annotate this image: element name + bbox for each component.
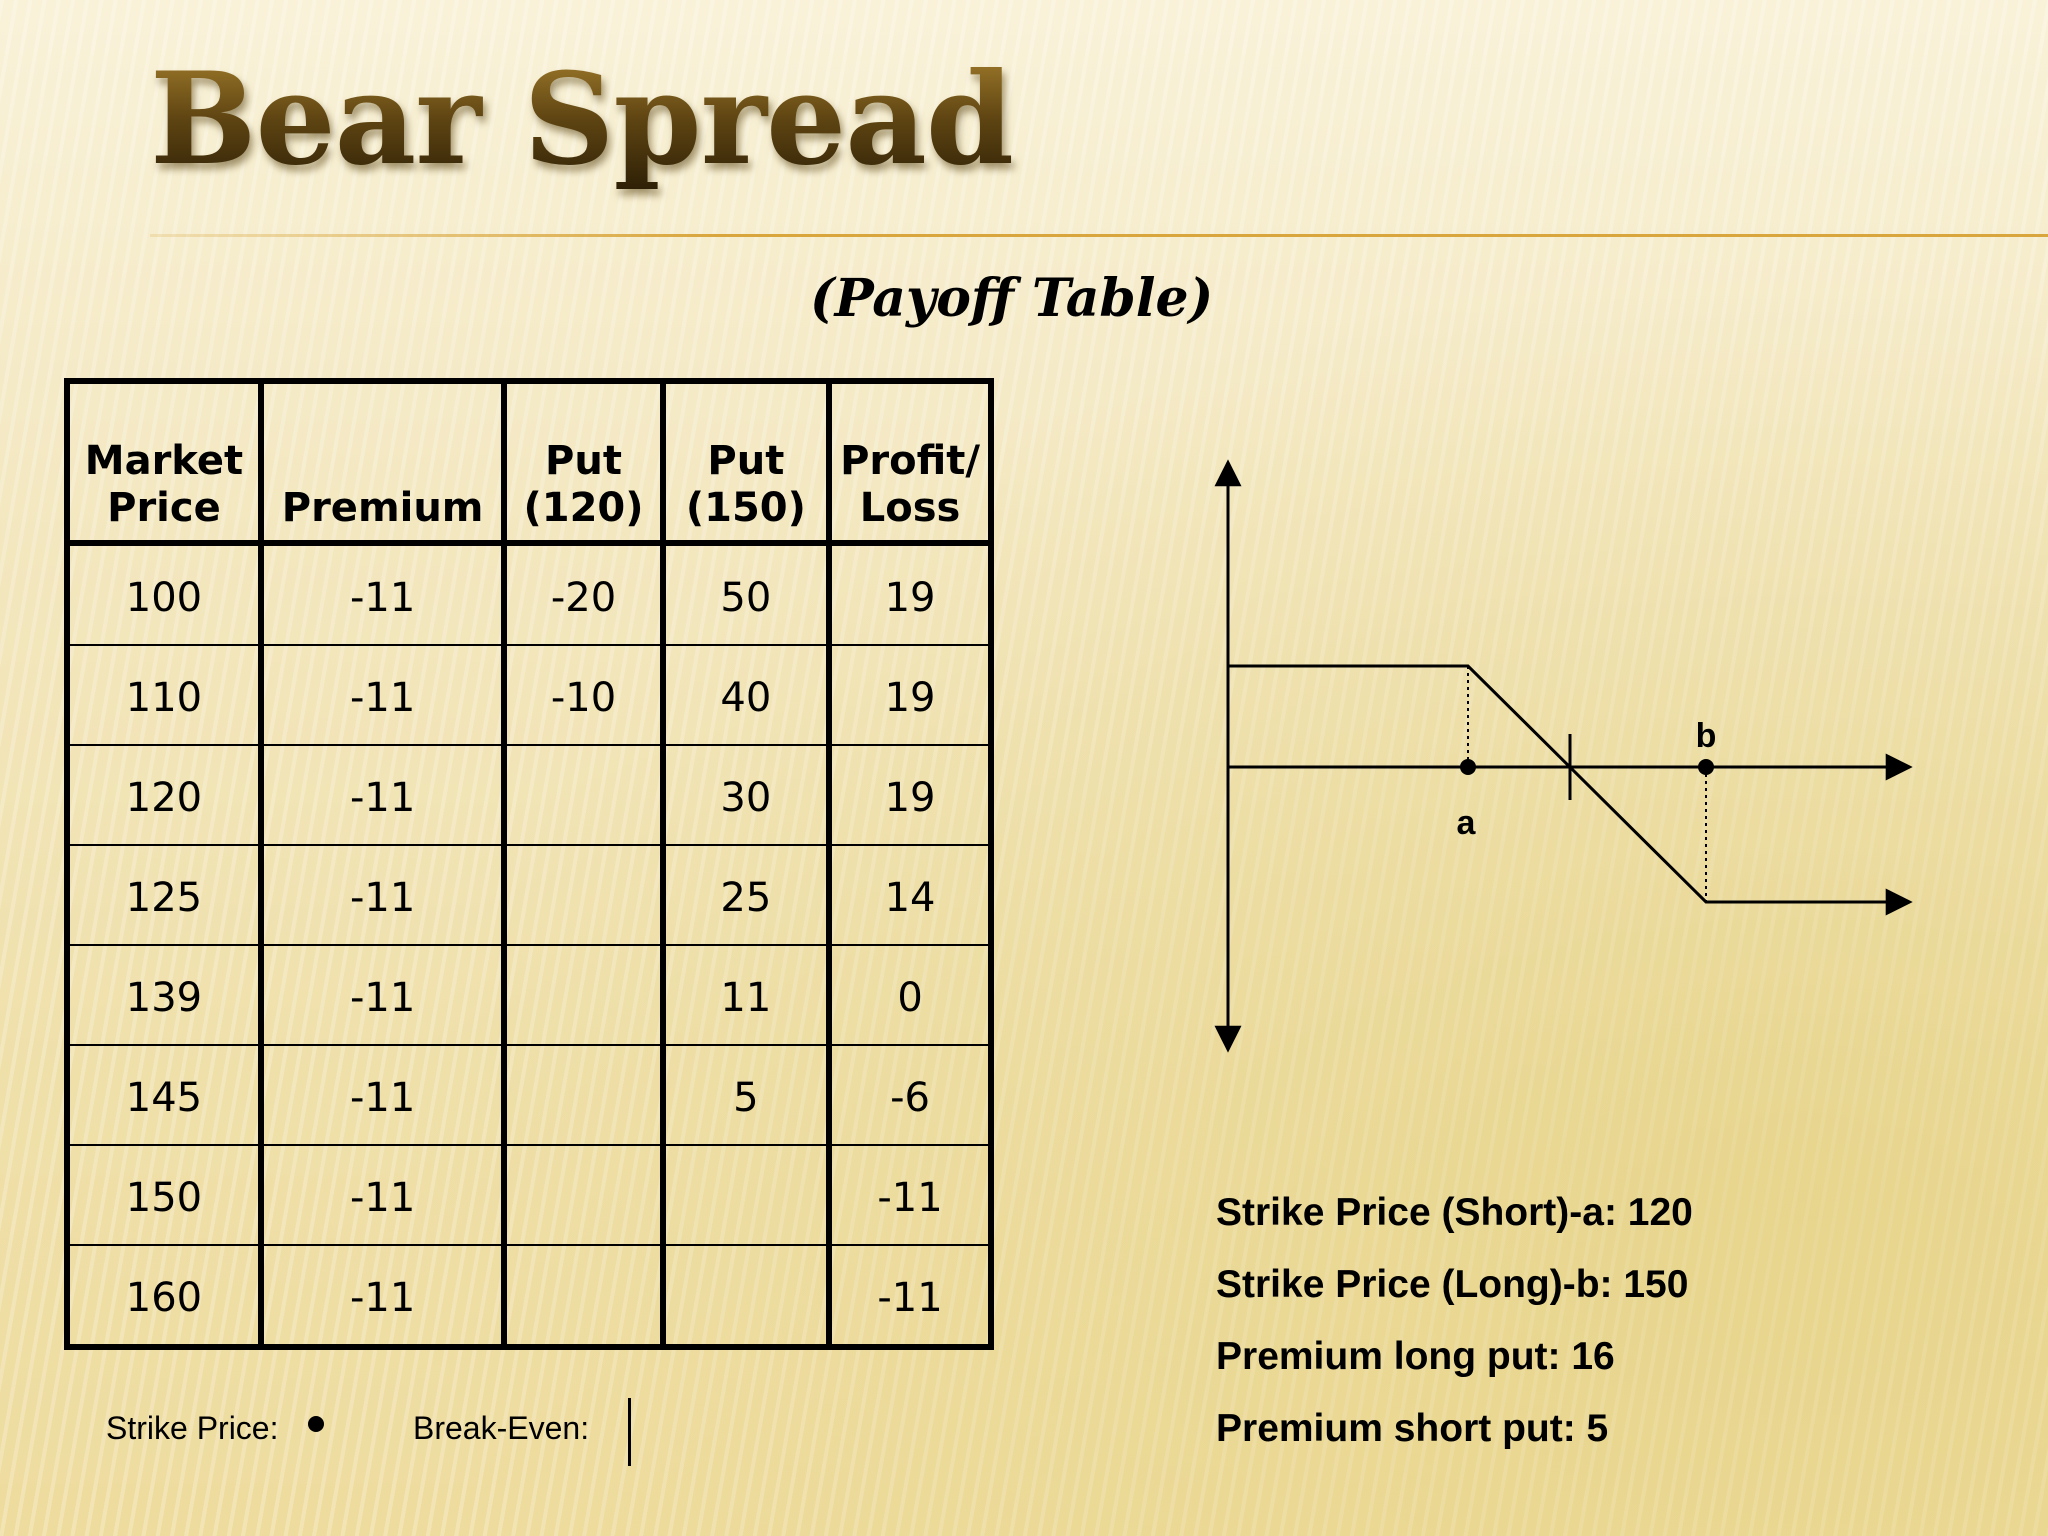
cell-put-150 bbox=[659, 1244, 833, 1348]
header-line: Put bbox=[545, 437, 622, 484]
cell-put-150: 5 bbox=[659, 1044, 833, 1146]
header-put-120: Put (120) bbox=[501, 380, 666, 546]
cell-market-price: 145 bbox=[64, 1044, 264, 1146]
table-row: 160 -11 -11 bbox=[64, 1244, 994, 1348]
cell-profit-loss: -11 bbox=[826, 1144, 994, 1246]
cell-put-120 bbox=[501, 1044, 666, 1146]
header-line: (120) bbox=[523, 484, 644, 531]
strike-point-a bbox=[1460, 759, 1476, 775]
cell-profit-loss: 19 bbox=[826, 644, 994, 746]
table-row: 125 -11 25 14 bbox=[64, 844, 994, 946]
cell-put-120 bbox=[501, 744, 666, 846]
cell-profit-loss: -11 bbox=[826, 1244, 994, 1348]
legend-strike-label: Strike Price: bbox=[106, 1410, 279, 1446]
cell-put-150: 50 bbox=[659, 542, 833, 646]
cell-put-150 bbox=[659, 1144, 833, 1246]
header-line: Price bbox=[107, 484, 221, 531]
cell-premium: -11 bbox=[257, 1144, 508, 1246]
cell-put-150: 25 bbox=[659, 844, 833, 946]
header-line: Loss bbox=[859, 484, 961, 531]
point-b-label: b bbox=[1696, 717, 1717, 755]
cell-market-price: 125 bbox=[64, 844, 264, 946]
point-a-label: a bbox=[1457, 804, 1477, 842]
cell-profit-loss: 0 bbox=[826, 944, 994, 1046]
cell-premium: -11 bbox=[257, 1244, 508, 1348]
cell-market-price: 110 bbox=[64, 644, 264, 746]
cell-profit-loss: 19 bbox=[826, 542, 994, 646]
strike-point-icon bbox=[308, 1416, 324, 1432]
cell-premium: -11 bbox=[257, 744, 508, 846]
table-row: 139 -11 11 0 bbox=[64, 944, 994, 1046]
cell-market-price: 150 bbox=[64, 1144, 264, 1246]
cell-premium: -11 bbox=[257, 542, 508, 646]
header-line: Put bbox=[707, 437, 785, 484]
table-subtitle: (Payoff Table) bbox=[810, 268, 1214, 329]
header-line: Profit/ bbox=[840, 437, 980, 484]
short-put-premium-text: Premium short put: 5 bbox=[1216, 1407, 1609, 1450]
slide-title: Bear Spread bbox=[150, 45, 1014, 193]
table-row: 100 -11 -20 50 19 bbox=[64, 542, 994, 646]
header-line: Premium bbox=[281, 484, 484, 531]
cell-market-price: 120 bbox=[64, 744, 264, 846]
cell-premium: -11 bbox=[257, 944, 508, 1046]
long-strike-text: Strike Price (Long)-b: 150 bbox=[1216, 1263, 1689, 1306]
table-row: 120 -11 30 19 bbox=[64, 744, 994, 846]
title-divider bbox=[150, 234, 2048, 237]
header-line: Market bbox=[84, 437, 244, 484]
cell-put-120: -20 bbox=[501, 542, 666, 646]
cell-put-120: -10 bbox=[501, 644, 666, 746]
table-row: 110 -11 -10 40 19 bbox=[64, 644, 994, 746]
cell-put-120 bbox=[501, 944, 666, 1046]
long-put-premium-text: Premium long put: 16 bbox=[1216, 1335, 1615, 1378]
header-profit-loss: Profit/ Loss bbox=[826, 380, 994, 546]
cell-put-150: 30 bbox=[659, 744, 833, 846]
break-even-icon bbox=[628, 1398, 631, 1466]
cell-profit-loss: -6 bbox=[826, 1044, 994, 1146]
cell-premium: -11 bbox=[257, 844, 508, 946]
cell-put-150: 40 bbox=[659, 644, 833, 746]
cell-put-120 bbox=[501, 1144, 666, 1246]
cell-profit-loss: 19 bbox=[826, 744, 994, 846]
header-line: (150) bbox=[685, 484, 806, 531]
strike-point-b bbox=[1698, 759, 1714, 775]
legend-breakeven-label: Break-Even: bbox=[413, 1410, 590, 1446]
cell-market-price: 139 bbox=[64, 944, 264, 1046]
cell-market-price: 100 bbox=[64, 542, 264, 646]
short-strike-text: Strike Price (Short)-a: 120 bbox=[1216, 1191, 1693, 1234]
header-put-150: Put (150) bbox=[659, 380, 833, 546]
cell-premium: -11 bbox=[257, 1044, 508, 1146]
header-premium: Premium bbox=[257, 380, 508, 546]
strategy-details: Strike Price (Short)-a: 120 Strike Price… bbox=[1216, 1185, 1693, 1473]
cell-put-150: 11 bbox=[659, 944, 833, 1046]
cell-put-120 bbox=[501, 1244, 666, 1348]
table-row: 145 -11 5 -6 bbox=[64, 1044, 994, 1146]
cell-profit-loss: 14 bbox=[826, 844, 994, 946]
header-market-price: Market Price bbox=[64, 380, 264, 546]
table-row: 150 -11 -11 bbox=[64, 1144, 994, 1246]
table-header-row: Market Price Premium Put (120) Put (150)… bbox=[64, 380, 994, 546]
cell-market-price: 160 bbox=[64, 1244, 264, 1348]
cell-premium: -11 bbox=[257, 644, 508, 746]
payoff-line bbox=[1228, 664, 1913, 916]
cell-put-120 bbox=[501, 844, 666, 946]
payoff-table: Market Price Premium Put (120) Put (150)… bbox=[64, 378, 994, 1350]
